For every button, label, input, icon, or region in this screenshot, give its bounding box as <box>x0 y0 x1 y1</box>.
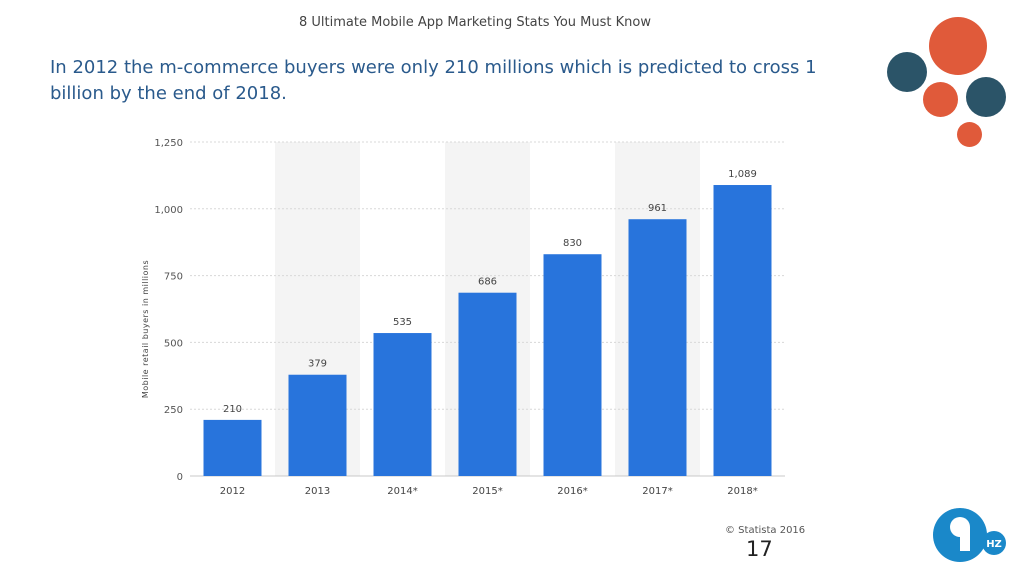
page-number: 17 <box>746 537 773 561</box>
y-tick-label: 500 <box>164 338 183 349</box>
copyright-text: © Statista 2016 <box>725 525 806 536</box>
x-tick-label: 2013 <box>305 486 330 497</box>
x-tick-label: 2015* <box>472 486 502 497</box>
y-tick-label: 1,250 <box>154 138 183 149</box>
bar-value-label: 379 <box>308 359 327 370</box>
x-tick-label: 2014* <box>387 486 417 497</box>
bar-value-label: 535 <box>393 317 412 328</box>
logo-badge-text: HZ <box>986 539 1002 550</box>
y-tick-label: 1,000 <box>154 205 183 216</box>
y-axis-label: Mobile retail buyers in millions <box>141 260 150 398</box>
logo-stem <box>960 527 970 551</box>
slide-headline: In 2012 the m-commerce buyers were only … <box>50 57 817 104</box>
logo-badge <box>982 531 1006 555</box>
bar <box>373 333 432 476</box>
bar-value-label: 961 <box>648 203 667 214</box>
bar-value-label: 686 <box>478 277 497 288</box>
bar <box>543 254 602 476</box>
bar <box>203 419 262 476</box>
brand-logo: HZ <box>933 508 1006 562</box>
bar <box>713 185 772 476</box>
bar <box>288 374 347 476</box>
x-tick-label: 2016* <box>557 486 587 497</box>
bar <box>458 292 517 476</box>
y-tick-label: 0 <box>177 472 183 483</box>
x-tick-label: 2017* <box>642 486 672 497</box>
bar <box>628 219 687 476</box>
y-tick-label: 750 <box>164 272 183 283</box>
bar-value-label: 1,089 <box>728 169 757 180</box>
y-tick-label: 250 <box>164 405 183 416</box>
bar-value-label: 830 <box>563 238 582 249</box>
slide-header: 8 Ultimate Mobile App Marketing Stats Yo… <box>299 15 651 30</box>
bar-value-label: 210 <box>223 404 242 415</box>
x-tick-label: 2018* <box>727 486 757 497</box>
x-tick-label: 2012 <box>220 486 245 497</box>
